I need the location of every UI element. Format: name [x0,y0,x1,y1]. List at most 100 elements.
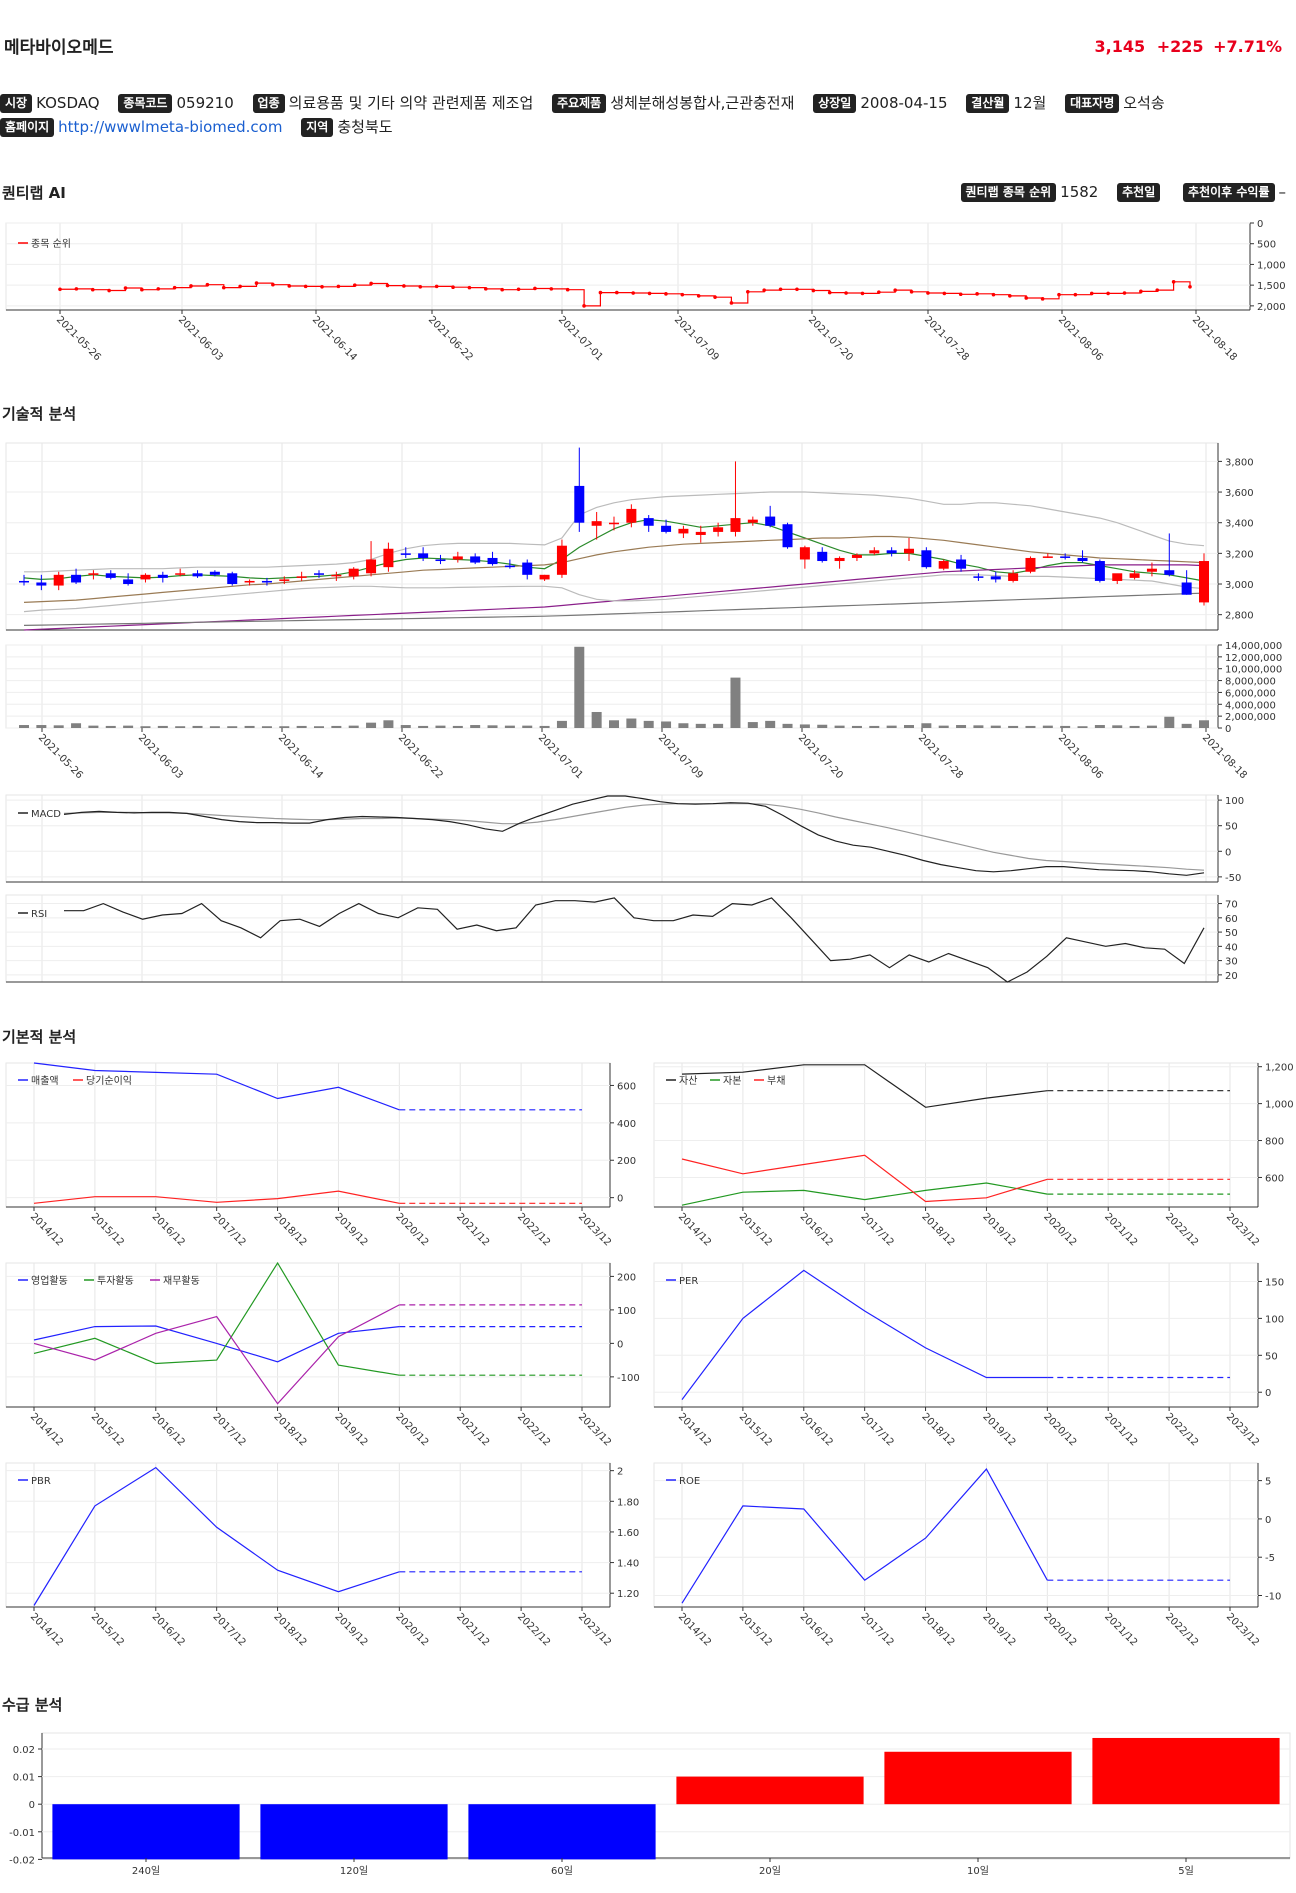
x-tick-label: 2023/12 [576,1411,613,1448]
rank-point [844,291,848,295]
x-tick-label: 2023/12 [1224,1211,1261,1248]
x-tick-label: 2022/12 [515,1211,552,1248]
candle-body [331,574,342,577]
x-tick-label: 2020/12 [393,1611,430,1648]
volume-bar [383,720,394,728]
company-info-row-2: 홈페이지 http://wwwlmeta-biomed.com 지역 충청북도 [0,115,393,139]
candle-body [817,551,828,562]
rank-point [303,284,308,289]
roe-chart: -10 -5 0 5 ROE 2014/12 2015/12 2016/12 2017/12 20… [653,1462,1281,1648]
x-tick-label: 2017/12 [859,1211,896,1248]
homepage-link[interactable]: http://wwwlmeta-biomed.com [58,118,283,136]
y-tick-label: 3,400 [1225,519,1254,530]
plot-area [5,222,1251,311]
price-change-pct: +7.71% [1213,37,1282,56]
x-tick-label: 2021/12 [1102,1411,1139,1448]
x-tick-label: 2016/12 [150,1611,187,1648]
x-tick-label: 2021/12 [1102,1611,1139,1648]
x-tick-label: 2015/12 [89,1411,126,1448]
legend-label: 당기순이익 [86,1075,132,1087]
rank-point [385,283,390,288]
x-tick-label: 2017/12 [859,1611,896,1648]
x-tick-label: 2021-05-26 [54,314,103,363]
rank-point [991,292,996,297]
candle-body [921,550,932,568]
market-value: KOSDAQ [36,94,100,112]
y-tick-label: 0.02 [13,1745,35,1756]
cashflow-chart: -100 0 100 200 영업활동 투자활동 재무활동 2014/12 2015/12 201… [5,1261,640,1448]
volume-bar [209,726,220,728]
y-tick-label: 0.01 [13,1773,35,1784]
y-tick-label: 2,800 [1225,611,1254,622]
candle-body [1199,561,1209,603]
volume-bar [574,646,585,728]
company-name: 메타바이오메드 [4,38,114,58]
x-tick-label: 2014/12 [676,1211,713,1248]
y-tick-label: 10,000,000 [1225,665,1282,676]
x-tick-label: 2022/12 [515,1611,552,1648]
rank-point [205,282,210,287]
candle-body [1008,573,1019,581]
plot-area [653,1062,1259,1208]
volume-bar [904,725,914,728]
y-tick-label: 0 [1257,220,1263,230]
ceo-tag: 대표자명 [1065,94,1120,113]
x-tick-label: 2021-07-01 [536,732,585,781]
x-tick-label: 2020/12 [1041,1211,1078,1248]
y-tick-label: -0.01 [9,1828,35,1839]
rank-point [172,285,177,290]
x-tick-label: 2019/12 [332,1611,369,1648]
section-title-fundamental: 기본적 분석 [2,1028,77,1046]
candle-body [1129,573,1140,578]
price-change: +225 [1156,37,1204,56]
x-tick-label: 2020/12 [1041,1411,1078,1448]
volume-bar [661,721,672,728]
volume-bar [1042,725,1053,728]
current-price: 3,145 [1094,37,1146,56]
volume-bar [123,725,134,728]
x-tick-label: 2020/12 [393,1211,430,1248]
ceo-value: 오석송 [1123,94,1165,112]
y-tick-label: 3,200 [1225,549,1254,560]
x-tick-label: 2016/12 [798,1611,835,1648]
volume-bar [314,726,324,728]
balance-chart: 600 800 1,000 1,200 자산 자본 부채 2014/12 2015/12 2016… [653,1062,1294,1248]
x-tick-label: 2016/12 [150,1411,187,1448]
series-line [33,1261,400,1376]
candle-body [452,556,463,560]
candle-body [973,576,984,578]
candle-body [504,565,515,568]
rank-point [582,304,586,308]
sales-chart: 0 200 400 600 매출액 당기순이익 2014/12 2015/12 2016/12 2… [5,1062,636,1248]
macd-chart: -50 0 50 100 MACD [5,794,1244,884]
volume-bar [522,725,533,728]
rank-point [1040,297,1045,301]
y-tick-label: 600 [617,1081,636,1092]
volume-bar [36,725,47,728]
rank-point [90,287,95,292]
volume-bar [973,725,984,728]
y-tick-label: 400 [617,1119,636,1130]
y-tick-label: 0 [29,1800,35,1811]
series-line [681,1064,1048,1108]
x-tick-label: 2018/12 [271,1411,308,1448]
legend-label: 부채 [767,1075,785,1087]
rank-point [451,285,455,290]
rank-point [762,288,767,292]
y-tick-label: 2,000 [1257,302,1286,313]
series-line [33,1466,400,1606]
rank-point [1106,291,1110,296]
series-line [33,1325,400,1363]
candle-body [678,528,689,534]
rank-point [1073,292,1078,297]
market-tag: 시장 [0,94,33,113]
rank-point [254,281,259,285]
candle-body [626,508,637,523]
price-summary: 3,145 +225 +7.71% [1095,37,1283,56]
x-tick-label: 2019/12 [332,1211,369,1248]
x-tick-label: 2020/12 [393,1411,430,1448]
x-tick-label: 2016/12 [798,1411,835,1448]
x-tick-label: 2015/12 [89,1611,126,1648]
plot-area [5,1062,611,1208]
volume-bar [452,725,463,728]
